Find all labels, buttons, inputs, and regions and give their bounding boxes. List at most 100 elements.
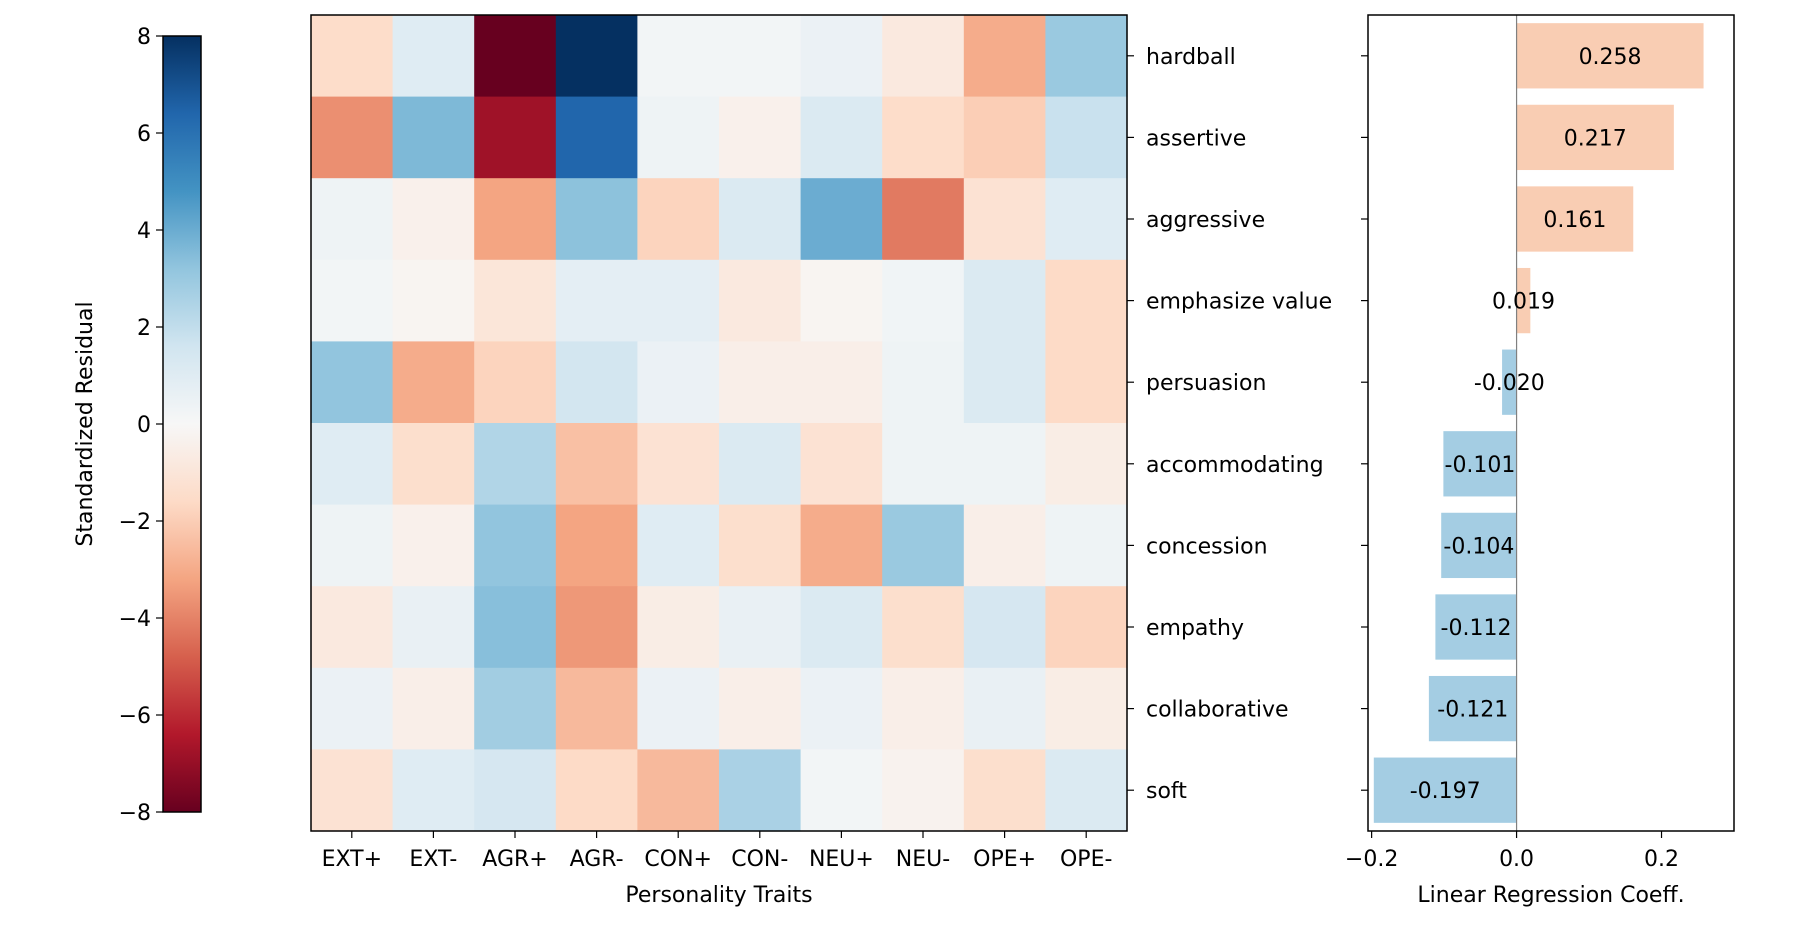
heatmap-cell bbox=[963, 667, 1046, 750]
bar-value-label: 0.217 bbox=[1564, 126, 1627, 151]
heatmap-cell bbox=[882, 423, 965, 506]
bar bbox=[1435, 594, 1517, 660]
heatmap-cell bbox=[555, 178, 638, 261]
heatmap-cell bbox=[719, 504, 802, 587]
heatmap-cell bbox=[311, 341, 394, 424]
heatmap-cell bbox=[555, 504, 638, 587]
heatmap-cell bbox=[719, 749, 802, 832]
heatmap-cell bbox=[882, 667, 965, 750]
heatmap-cell bbox=[719, 341, 802, 424]
colorbar-ticks: 8 6 4 2 0 −2 −4 −6 −8 bbox=[119, 25, 163, 826]
heatmap-cell bbox=[637, 423, 720, 506]
bar bbox=[1441, 512, 1517, 579]
colorbar-tick-label: 6 bbox=[137, 122, 151, 147]
heatmap-cell bbox=[474, 96, 557, 179]
bar-x-ticks: −0.2 0.0 0.2 bbox=[1345, 831, 1679, 872]
heatmap-cell bbox=[392, 96, 475, 179]
heatmap-cell bbox=[555, 423, 638, 506]
heatmap-cell bbox=[800, 178, 883, 261]
heatmap-cell bbox=[392, 341, 475, 424]
heatmap-cell bbox=[800, 423, 883, 506]
heatmap-cell bbox=[555, 667, 638, 750]
heatmap-cell bbox=[882, 586, 965, 669]
bar bbox=[1516, 267, 1531, 334]
heatmap-cell bbox=[311, 504, 394, 587]
bar bbox=[1516, 104, 1674, 171]
heatmap-cell bbox=[311, 259, 394, 342]
heatmap-cell bbox=[392, 749, 475, 832]
heatmap-cell bbox=[392, 667, 475, 750]
heatmap-x-tick-label: AGR- bbox=[570, 847, 624, 872]
heatmap-cell bbox=[963, 178, 1046, 261]
heatmap-cell bbox=[1045, 749, 1128, 832]
bar-value-label: -0.104 bbox=[1443, 534, 1514, 559]
heatmap-cell bbox=[637, 259, 720, 342]
heatmap-cell bbox=[474, 423, 557, 506]
heatmap-x-tick-label: EXT+ bbox=[322, 847, 382, 872]
heatmap-cell bbox=[637, 667, 720, 750]
heatmap-cell bbox=[555, 586, 638, 669]
bar bbox=[1443, 431, 1517, 497]
bar-value-label: -0.197 bbox=[1410, 779, 1481, 804]
heatmap-cell bbox=[963, 423, 1046, 506]
heatmap-cell bbox=[474, 15, 557, 98]
heatmap-cell bbox=[474, 504, 557, 587]
heatmap-cell bbox=[882, 259, 965, 342]
bar-x-tick-label: 0.2 bbox=[1644, 847, 1679, 872]
heatmap-frame bbox=[310, 14, 1128, 832]
heatmap-cell bbox=[882, 749, 965, 832]
heatmap: EXT+ EXT- AGR+ AGR- CON+ CON- NEU+ NEU- OPE+ OPE-… bbox=[310, 14, 1332, 908]
heatmap-cell bbox=[555, 341, 638, 424]
heatmap-cell bbox=[800, 586, 883, 669]
heatmap-cell bbox=[719, 259, 802, 342]
bar-marks bbox=[1373, 23, 1704, 823]
heatmap-cell bbox=[392, 178, 475, 261]
colorbar-tick-label: −8 bbox=[119, 801, 151, 826]
heatmap-x-tick-label: OPE+ bbox=[973, 847, 1036, 872]
heatmap-cell bbox=[963, 749, 1046, 832]
heatmap-y-tick-label: empathy bbox=[1146, 616, 1244, 641]
heatmap-y-tick-label: aggressive bbox=[1146, 208, 1265, 233]
heatmap-cell bbox=[637, 341, 720, 424]
heatmap-cell bbox=[311, 178, 394, 261]
heatmap-x-tick-label: NEU- bbox=[896, 847, 950, 872]
colorbar-tick-label: 8 bbox=[137, 25, 151, 50]
heatmap-cell bbox=[555, 259, 638, 342]
heatmap-cell bbox=[963, 586, 1046, 669]
colorbar-label: Standardized Residual bbox=[73, 301, 98, 546]
heatmap-cell bbox=[474, 178, 557, 261]
bar-x-tick-label: 0.0 bbox=[1499, 847, 1534, 872]
bar-value-label: -0.101 bbox=[1445, 453, 1516, 478]
heatmap-y-tick-label: concession bbox=[1146, 534, 1268, 559]
heatmap-cell bbox=[637, 749, 720, 832]
bar bbox=[1502, 349, 1517, 415]
heatmap-cell bbox=[963, 96, 1046, 179]
heatmap-cell bbox=[800, 96, 883, 179]
bar-value-label: 0.258 bbox=[1579, 45, 1642, 70]
bar-value-label: -0.112 bbox=[1441, 616, 1512, 641]
heatmap-cell bbox=[1045, 504, 1128, 587]
heatmap-cell bbox=[474, 586, 557, 669]
heatmap-cell bbox=[474, 749, 557, 832]
heatmap-cell bbox=[800, 667, 883, 750]
bar-value-label: -0.020 bbox=[1474, 371, 1545, 396]
heatmap-cell bbox=[637, 15, 720, 98]
bar-chart-frame bbox=[1367, 14, 1735, 832]
heatmap-x-ticks: EXT+ EXT- AGR+ AGR- CON+ CON- NEU+ NEU- OPE+ OPE- bbox=[322, 831, 1112, 872]
heatmap-cell bbox=[311, 96, 394, 179]
heatmap-cell bbox=[882, 178, 965, 261]
heatmap-cell bbox=[882, 341, 965, 424]
heatmap-cell bbox=[963, 15, 1046, 98]
bar-value-label: 0.019 bbox=[1492, 290, 1555, 315]
heatmap-cell bbox=[392, 15, 475, 98]
heatmap-cell bbox=[555, 749, 638, 832]
colorbar-tick-label: 0 bbox=[137, 413, 151, 438]
heatmap-cell bbox=[555, 15, 638, 98]
colorbar-gradient bbox=[162, 35, 202, 813]
heatmap-cell bbox=[719, 178, 802, 261]
heatmap-cell bbox=[719, 15, 802, 98]
heatmap-cell bbox=[311, 15, 394, 98]
heatmap-cell bbox=[1045, 178, 1128, 261]
heatmap-cell bbox=[311, 423, 394, 506]
